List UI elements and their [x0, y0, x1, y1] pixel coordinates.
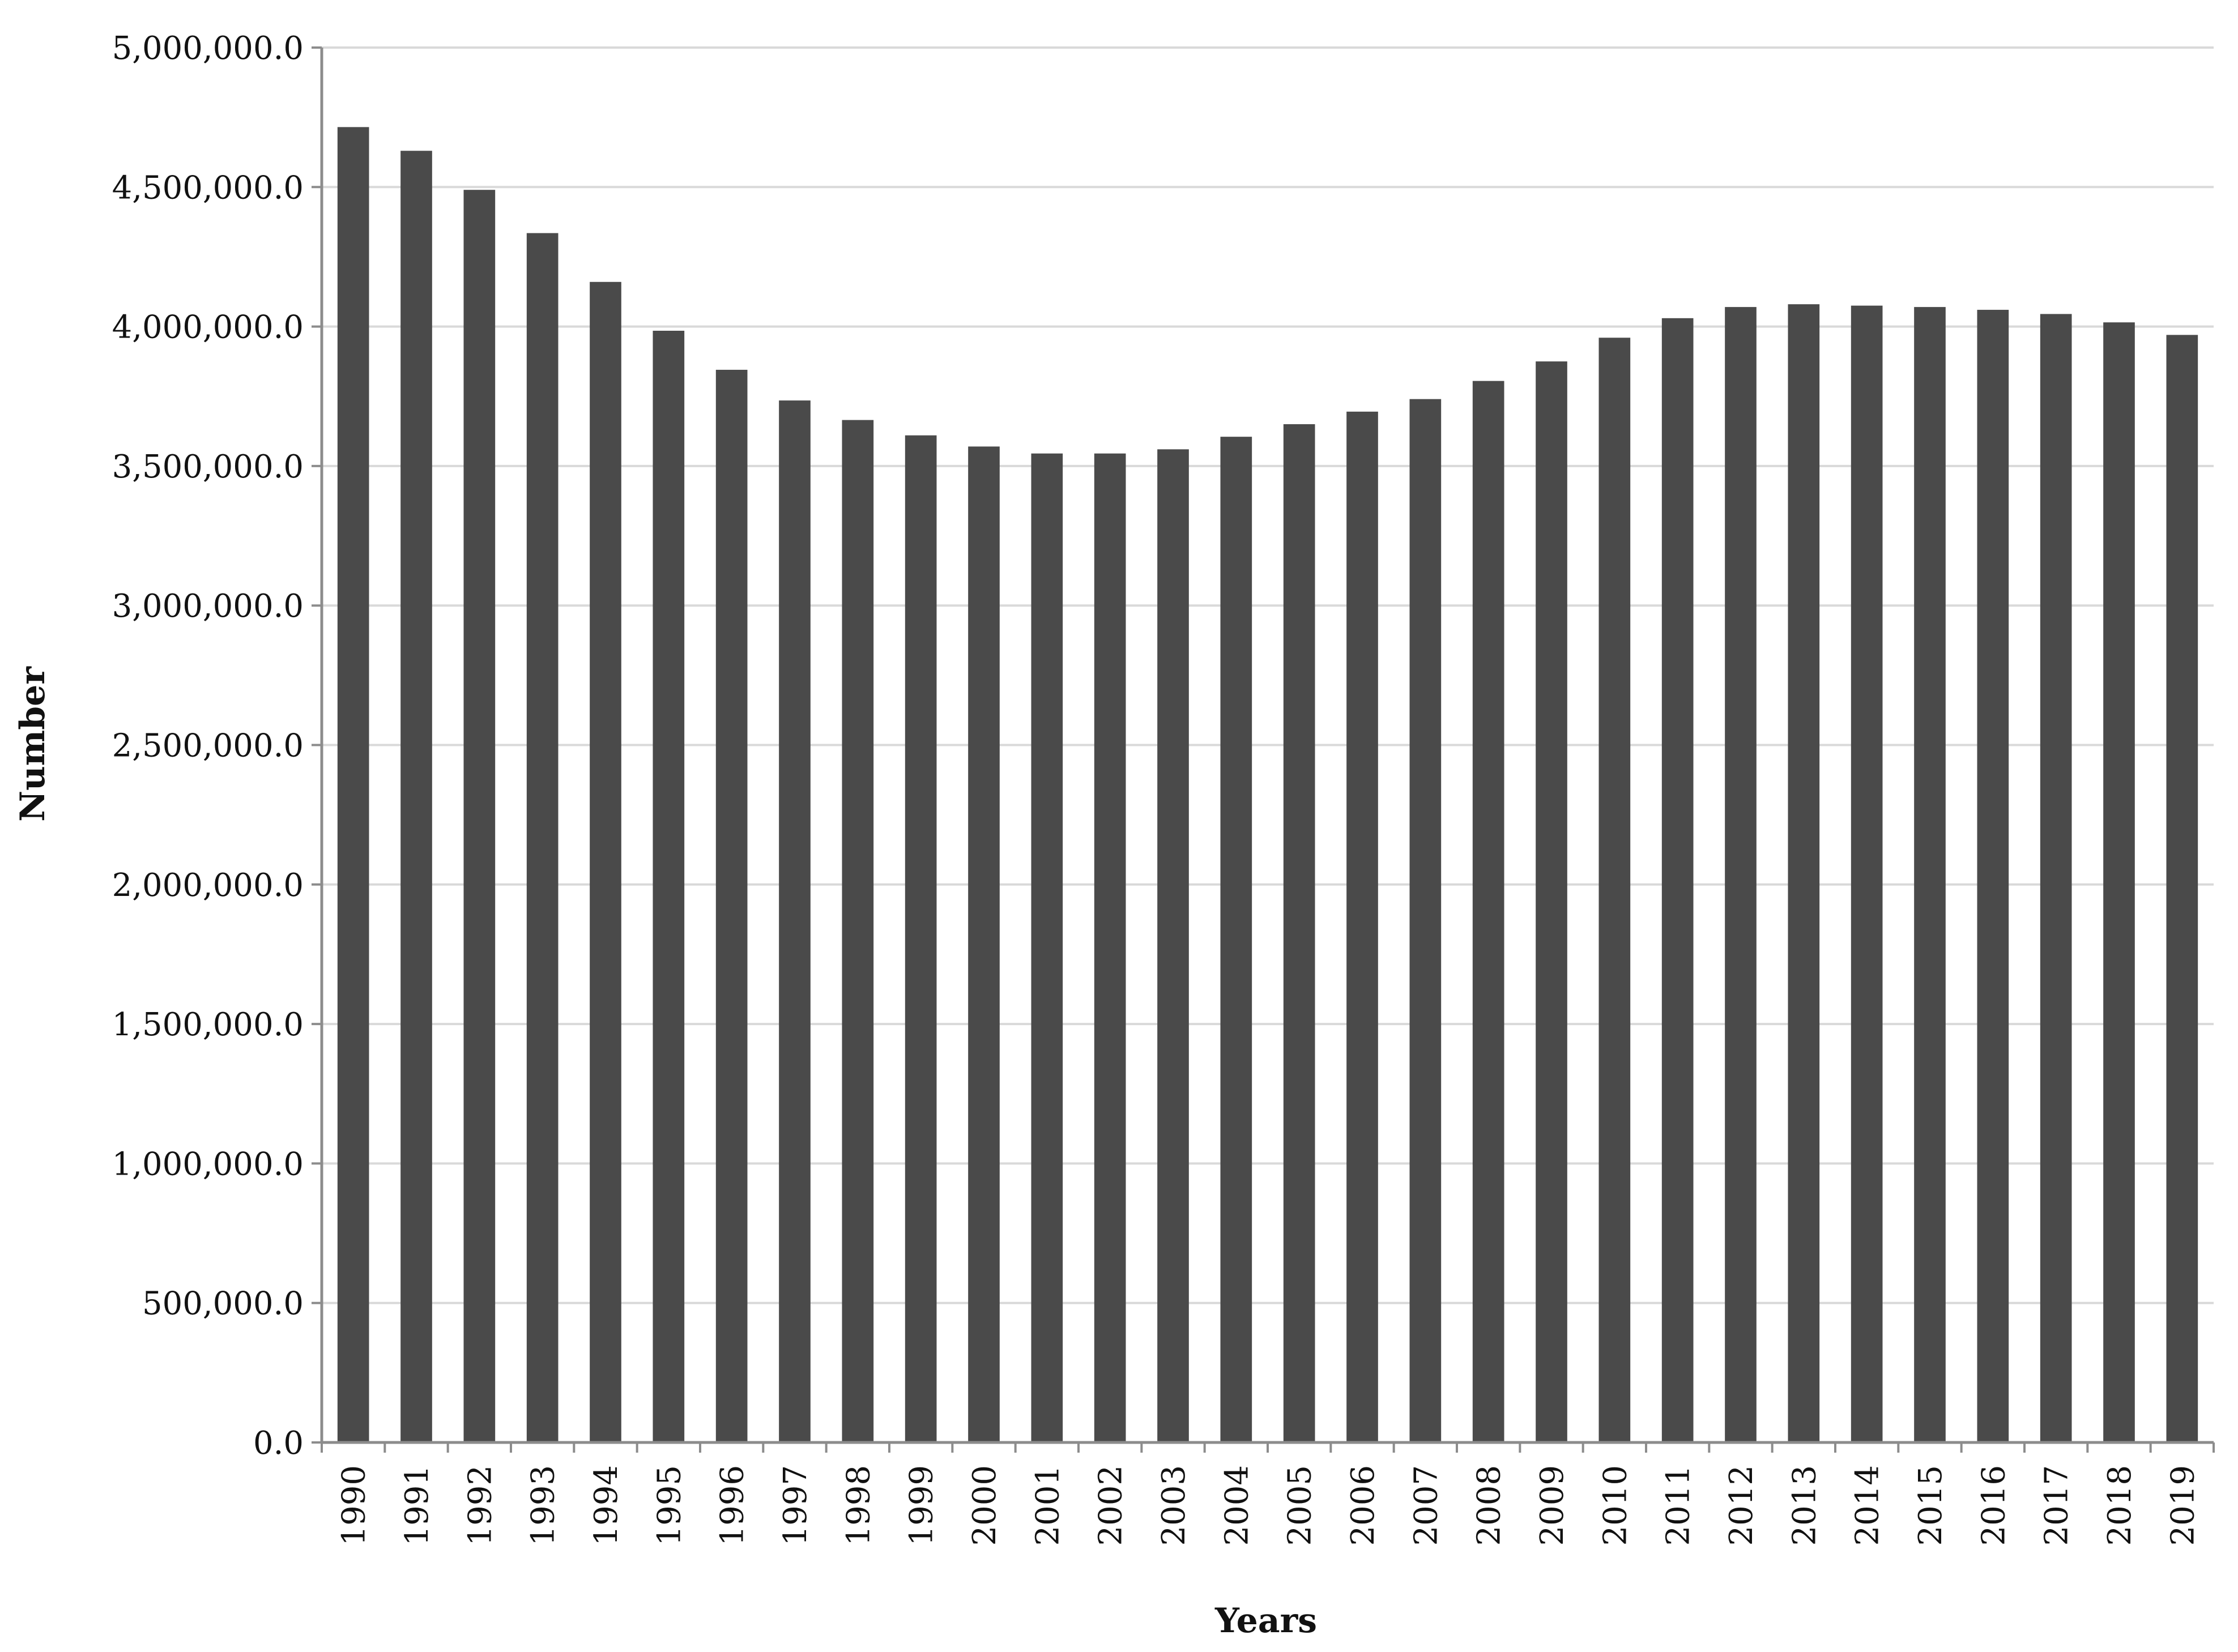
bars — [337, 127, 2198, 1443]
bar-2019 — [2166, 335, 2198, 1443]
bar-1999 — [905, 435, 937, 1442]
bar-2011 — [1661, 318, 1694, 1442]
bar-2009 — [1536, 361, 1567, 1442]
y-tick-labels: 0.0 500,000.0 1,000,000.0 1,500,000.0 2,000,… — [112, 30, 304, 1462]
gridlines — [322, 46, 2214, 1304]
y-tick-label: 3,500,000.0 — [112, 449, 304, 485]
y-axis-title: Number — [13, 666, 53, 822]
x-tick-label: 2011 — [1660, 1465, 1697, 1546]
x-tick-label: 2012 — [1723, 1465, 1760, 1546]
bar-2017 — [2040, 314, 2072, 1442]
x-tick-label: 1996 — [714, 1465, 751, 1546]
x-tick-label: 2000 — [966, 1465, 1003, 1546]
x-tick-label: 2015 — [1912, 1465, 1949, 1546]
bar-2004 — [1220, 437, 1252, 1442]
x-tick-label: 2010 — [1597, 1465, 1634, 1546]
x-tick-label: 1994 — [588, 1465, 625, 1546]
x-tick-label: 2004 — [1218, 1465, 1255, 1546]
bar-1995 — [653, 330, 685, 1442]
y-tick-label: 2,000,000.0 — [112, 867, 304, 904]
x-tick-label: 1993 — [525, 1465, 562, 1546]
bar-2013 — [1788, 304, 1820, 1442]
x-tick-label: 2007 — [1408, 1465, 1444, 1546]
bar-2001 — [1031, 453, 1063, 1443]
y-tick-label: 3,000,000.0 — [112, 588, 304, 625]
bar-2015 — [1914, 307, 1946, 1443]
bar-1993 — [526, 233, 559, 1442]
x-tick-label: 2018 — [2101, 1465, 2138, 1546]
x-tick-label: 1995 — [651, 1465, 688, 1546]
y-tick-label: 1,000,000.0 — [112, 1146, 304, 1183]
bar-1998 — [842, 420, 874, 1442]
y-tick-label: 4,500,000.0 — [112, 169, 304, 206]
bar-2014 — [1851, 305, 1883, 1442]
x-tick-label: 1999 — [903, 1465, 940, 1546]
bar-2012 — [1725, 307, 1757, 1443]
y-tick-label: 500,000.0 — [142, 1286, 304, 1322]
bar-1997 — [779, 400, 811, 1443]
axes — [312, 46, 2215, 1453]
bar-1991 — [400, 151, 432, 1443]
bar-2006 — [1346, 411, 1378, 1442]
x-tick-label: 2017 — [2039, 1465, 2075, 1546]
x-tick-label: 1992 — [462, 1465, 498, 1546]
y-tick-label: 5,000,000.0 — [112, 30, 304, 67]
bar-2007 — [1409, 399, 1442, 1442]
x-tick-label: 2008 — [1471, 1465, 1508, 1546]
x-axis-title: Years — [1214, 1601, 1317, 1641]
bar-2018 — [2103, 322, 2135, 1443]
bar-2003 — [1157, 449, 1189, 1442]
y-tick-label: 1,500,000.0 — [112, 1006, 304, 1043]
y-tick-label: 2,500,000.0 — [112, 728, 304, 765]
bar-2002 — [1094, 453, 1126, 1443]
bar-2010 — [1598, 338, 1631, 1443]
x-tick-label: 2019 — [2164, 1465, 2201, 1546]
bar-2005 — [1283, 424, 1315, 1442]
x-tick-label: 1990 — [336, 1465, 373, 1546]
x-tick-label: 2001 — [1029, 1465, 1066, 1546]
bar-2000 — [968, 446, 1000, 1443]
bar-1990 — [337, 127, 369, 1442]
bar-1992 — [463, 190, 496, 1442]
x-tick-label: 2005 — [1282, 1465, 1319, 1546]
x-tick-label: 1991 — [399, 1465, 436, 1546]
x-tick-label: 1998 — [840, 1465, 877, 1546]
x-tick-label: 2009 — [1534, 1465, 1571, 1546]
x-tick-label: 2003 — [1156, 1465, 1192, 1546]
y-tick-label: 4,000,000.0 — [112, 309, 304, 346]
x-tick-label: 2002 — [1093, 1465, 1129, 1546]
bar-2016 — [1977, 310, 2009, 1443]
x-tick-label: 1997 — [777, 1465, 814, 1546]
x-tick-label: 2006 — [1345, 1465, 1382, 1546]
bar-1994 — [590, 281, 621, 1443]
x-tick-label: 2013 — [1786, 1465, 1823, 1546]
y-tick-label: 0.0 — [253, 1425, 304, 1462]
x-tick-label: 2016 — [1975, 1465, 2012, 1546]
x-tick-labels: 1990 1991 1992 1993 1994 1995 1996 1997 1998 1999… — [336, 1465, 2202, 1546]
x-tick-label: 2014 — [1849, 1465, 1886, 1546]
bar-2008 — [1472, 381, 1504, 1442]
bar-1996 — [715, 369, 748, 1442]
